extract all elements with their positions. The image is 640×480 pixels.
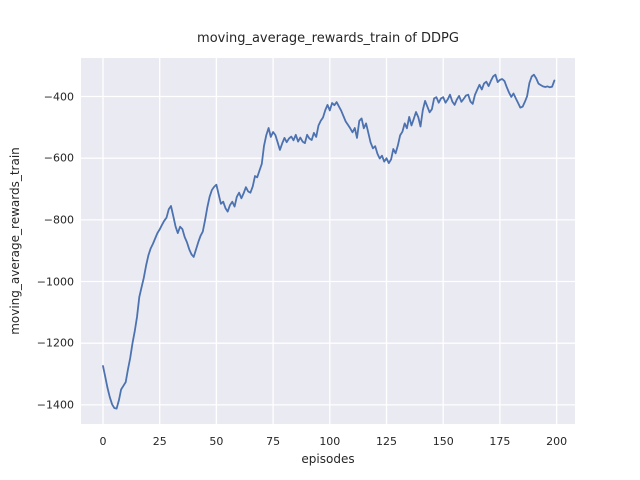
y-tick-label: −800 xyxy=(43,213,74,227)
y-tick-label: −1400 xyxy=(36,398,74,412)
x-tick-label: 100 xyxy=(319,435,341,448)
y-tick-label: −1200 xyxy=(36,336,74,350)
x-tick-label: 50 xyxy=(209,435,224,448)
data-line xyxy=(102,73,556,410)
x-tick-label: 0 xyxy=(99,435,107,448)
x-tick-label: 125 xyxy=(376,435,398,448)
gridlines xyxy=(81,58,575,424)
x-tick-label: 25 xyxy=(152,435,167,448)
x-tick-label: 200 xyxy=(546,435,568,448)
x-tick-label: 175 xyxy=(489,435,511,448)
chart-title: moving_average_rewards_train of DDPG xyxy=(197,31,459,46)
x-tick-label: 150 xyxy=(432,435,454,448)
x-tick-label: 75 xyxy=(266,435,281,448)
y-axis-label: moving_average_rewards_train xyxy=(8,147,22,335)
plot-area xyxy=(81,58,575,424)
line-chart xyxy=(81,58,575,424)
x-axis-label: episodes xyxy=(301,452,355,466)
y-tick-label: −600 xyxy=(43,151,74,165)
y-tick-label: −400 xyxy=(43,90,74,104)
y-tick-label: −1000 xyxy=(36,275,74,289)
